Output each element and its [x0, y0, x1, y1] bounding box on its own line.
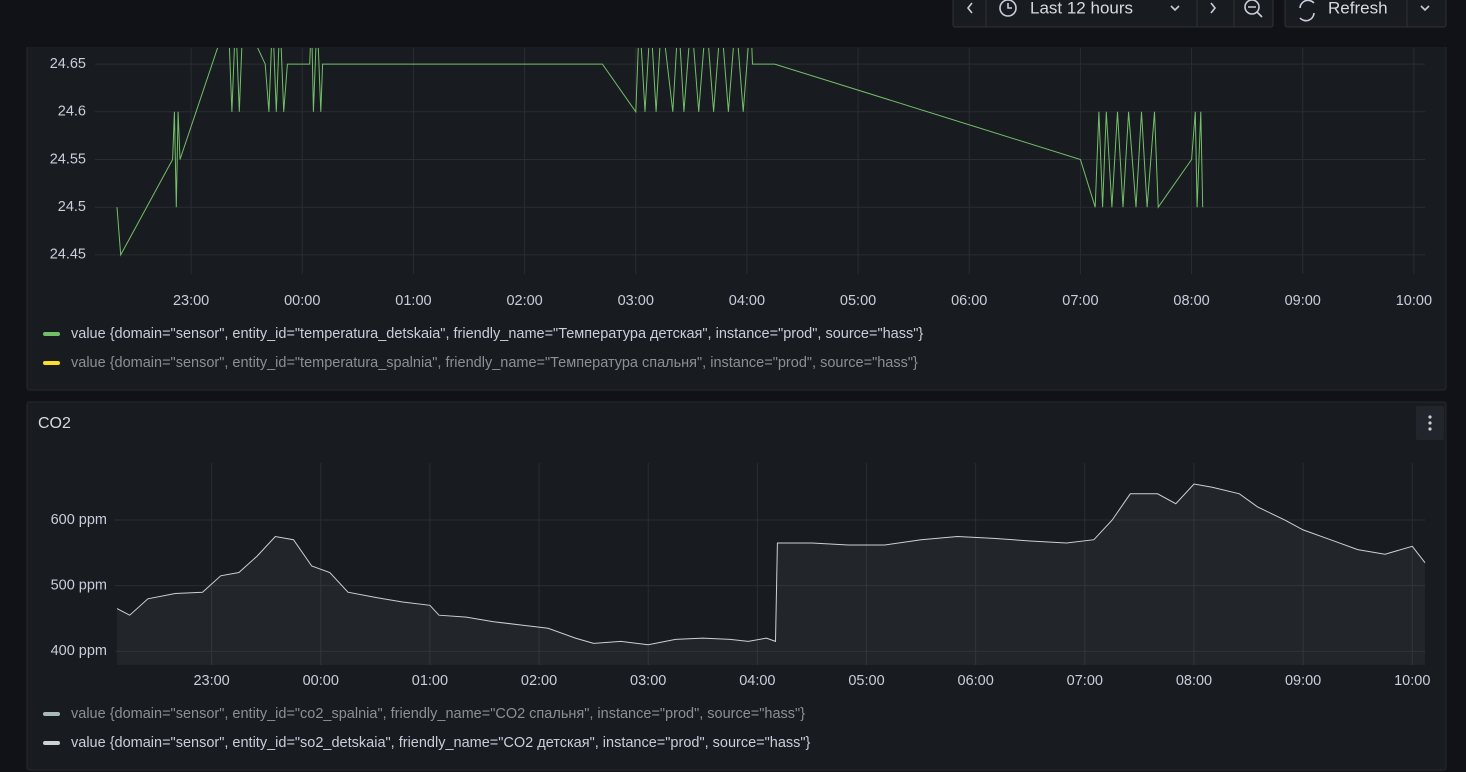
- x-tick-label: 23:00: [173, 293, 209, 309]
- legend-label[interactable]: value {domain="sensor", entity_id="co2_s…: [71, 706, 805, 722]
- x-tick-label: 23:00: [193, 673, 229, 689]
- y-tick-label: 600 ppm: [51, 512, 107, 528]
- y-tick-label: 400 ppm: [51, 643, 107, 659]
- time-controls: Last 12 hours Refresh: [952, 0, 1447, 28]
- next-button[interactable]: [1210, 2, 1217, 14]
- line: [116, 483, 1426, 646]
- y-tick-label: 24.65: [50, 56, 86, 72]
- line: [116, 48, 1204, 257]
- refresh-icon: [1299, 0, 1315, 22]
- panel-title: CO2: [38, 415, 71, 432]
- x-tick-label: 04:00: [739, 673, 775, 689]
- area: [117, 484, 1425, 665]
- y-tick-label: 500 ppm: [51, 577, 107, 593]
- x-tick-label: 06:00: [958, 673, 994, 689]
- x-tick-label: 10:00: [1396, 293, 1432, 309]
- panel: [26, 0, 1447, 391]
- x-tick-label: 05:00: [848, 673, 884, 689]
- x-tick-label: 09:00: [1285, 673, 1321, 689]
- legend-label[interactable]: value {domain="sensor", entity_id="so2_d…: [71, 735, 811, 751]
- clock-icon: [999, 0, 1017, 17]
- x-tick-label: 07:00: [1062, 293, 1098, 309]
- time-range[interactable]: Last 12 hours: [1030, 0, 1133, 17]
- x-tick-label: 01:00: [412, 673, 448, 689]
- legend-swatch: [43, 332, 60, 336]
- x-tick-label: 05:00: [840, 293, 876, 309]
- x-tick-label: 00:00: [284, 293, 320, 309]
- legend-label[interactable]: value {domain="sensor", entity_id="tempe…: [71, 326, 923, 342]
- x-tick-label: 02:00: [506, 293, 542, 309]
- x-tick-label: 03:00: [618, 293, 654, 309]
- zoom-out-button[interactable]: [1244, 0, 1263, 18]
- legend-swatch: [43, 361, 60, 365]
- y-tick-label: 24.6: [58, 104, 86, 120]
- refresh-button[interactable]: Refresh: [1328, 0, 1388, 17]
- prev-button[interactable]: [966, 2, 973, 14]
- x-tick-label: 00:00: [303, 673, 339, 689]
- legend-label[interactable]: value {domain="sensor", entity_id="tempe…: [71, 355, 918, 371]
- y-tick-label: 24.55: [50, 151, 86, 167]
- x-tick-label: 10:00: [1394, 673, 1430, 689]
- refresh-interval-dropdown[interactable]: [1420, 5, 1430, 12]
- range-dropdown[interactable]: [1170, 5, 1180, 12]
- x-tick-label: 01:00: [395, 293, 431, 309]
- x-tick-label: 03:00: [630, 673, 666, 689]
- x-tick-label: 06:00: [951, 293, 987, 309]
- panel-menu[interactable]: [1416, 406, 1444, 440]
- y-tick-label: 24.5: [58, 199, 86, 215]
- x-tick-label: 02:00: [521, 673, 557, 689]
- x-tick-label: 08:00: [1173, 293, 1209, 309]
- x-tick-label: 04:00: [729, 293, 765, 309]
- x-tick-label: 09:00: [1285, 293, 1321, 309]
- y-tick-label: 24.45: [50, 247, 86, 263]
- legend-swatch: [43, 741, 60, 745]
- x-tick-label: 07:00: [1067, 673, 1103, 689]
- x-tick-label: 08:00: [1176, 673, 1212, 689]
- legend-swatch: [43, 712, 60, 716]
